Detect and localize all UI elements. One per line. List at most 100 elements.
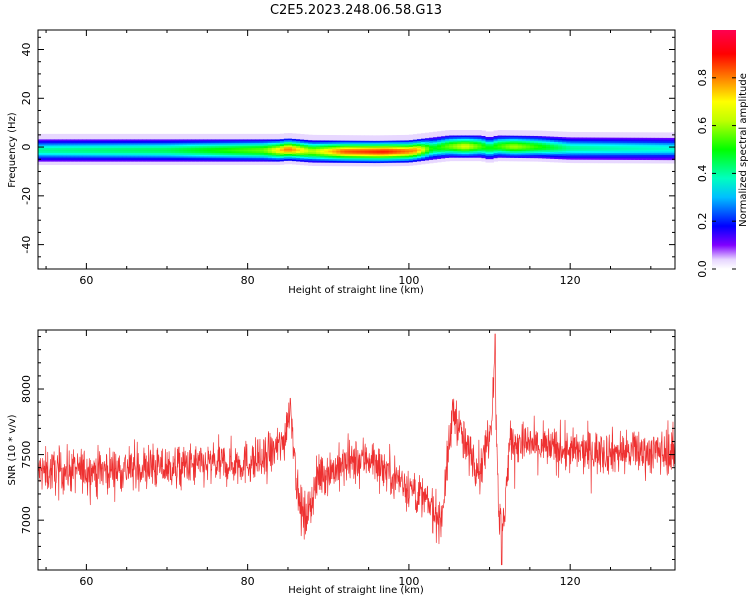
heatmap-cell (150, 156, 156, 159)
heatmap-cell (203, 140, 208, 143)
heatmap-cell (328, 143, 333, 146)
heatmap-cell (94, 161, 99, 164)
heatmap-cell (441, 130, 446, 133)
heatmap-cell (207, 154, 212, 157)
heatmap-cell (537, 145, 543, 149)
heatmap-cell (554, 143, 559, 146)
heatmap-cell (150, 157, 156, 160)
heatmap-cell (408, 153, 414, 156)
heatmap-cell (477, 141, 482, 145)
heatmap-cell (654, 161, 660, 164)
heatmap-cell (582, 145, 587, 148)
heatmap-cell (364, 148, 369, 152)
heatmap-cell (525, 138, 531, 141)
heatmap-cell (493, 154, 499, 157)
heatmap-cell (570, 142, 575, 145)
heatmap-cell (82, 142, 87, 145)
heatmap-cell (666, 156, 672, 159)
heatmap-cell (296, 152, 301, 155)
heatmap-cell (175, 135, 180, 138)
heatmap-cell (598, 132, 603, 135)
heatmap-cell (437, 139, 442, 142)
heatmap-cell (187, 162, 192, 166)
heatmap-cell (654, 154, 660, 157)
heatmap-cell (594, 159, 599, 162)
heatmap-cell (179, 137, 184, 140)
heatmap-cell (78, 159, 83, 162)
heatmap-cell (251, 140, 257, 143)
heatmap-cell (368, 140, 374, 143)
heatmap-cell (586, 140, 591, 143)
heatmap-cell (505, 145, 511, 148)
heatmap-cell (421, 157, 426, 160)
heatmap-cell (465, 138, 470, 141)
heatmap-cell (271, 144, 277, 147)
heatmap-cell (231, 135, 236, 138)
heatmap-cell (473, 131, 478, 134)
heatmap-cell (614, 142, 619, 145)
heatmap-cell (457, 150, 462, 153)
heatmap-cell (461, 136, 466, 139)
heatmap-cell (219, 133, 224, 136)
heatmap-cell (231, 150, 236, 154)
heatmap-cell (594, 135, 599, 138)
heatmap-cell (300, 139, 305, 142)
heatmap-cell (227, 147, 232, 150)
heatmap-cell (203, 152, 208, 155)
heatmap-cell (453, 129, 458, 133)
heatmap-cell (247, 154, 253, 157)
heatmap-cell (618, 135, 623, 138)
heatmap-cell (267, 135, 273, 138)
heatmap-cell (421, 133, 426, 136)
heatmap-cell (380, 147, 386, 150)
heatmap-cell (614, 149, 619, 152)
heatmap-cell (368, 154, 374, 157)
heatmap-cell (167, 145, 172, 148)
heatmap-cell (513, 147, 519, 150)
heatmap-cell (336, 148, 341, 151)
heatmap-cell (509, 152, 515, 155)
heatmap-cell (364, 140, 369, 143)
heatmap-cell (58, 147, 63, 150)
heatmap-cell (263, 152, 269, 155)
heatmap-cell (300, 135, 305, 138)
heatmap-cell (291, 160, 297, 163)
snr-x-tick-label: 100 (398, 575, 419, 588)
heatmap-cell (622, 147, 628, 150)
heatmap-cell (304, 137, 309, 140)
heatmap-cell (50, 137, 55, 140)
heatmap-cell (634, 159, 640, 162)
heatmap-cell (425, 139, 430, 142)
heatmap-cell (650, 134, 656, 137)
heatmap-cell (384, 148, 390, 151)
heatmap-cell (457, 159, 462, 162)
heatmap-cell (634, 157, 640, 160)
heatmap-cell (82, 149, 87, 152)
heatmap-cell (400, 158, 406, 161)
heatmap-cell (195, 142, 200, 145)
heatmap-cell (421, 143, 426, 146)
heatmap-cell (46, 139, 51, 142)
heatmap-cell (86, 161, 91, 164)
heatmap-cell (662, 149, 668, 152)
heatmap-cell (497, 141, 503, 145)
heatmap-cell (332, 145, 337, 148)
heatmap-cell (453, 136, 458, 139)
heatmap-cell (578, 133, 583, 136)
heatmap-cell (356, 159, 361, 162)
heatmap-cell (138, 140, 144, 143)
heatmap-cell (517, 137, 523, 140)
heatmap-cell (54, 152, 59, 155)
heatmap-cell (162, 152, 168, 155)
heatmap-cell (646, 134, 652, 137)
heatmap-cell (429, 140, 434, 143)
heatmap-cell (602, 156, 607, 159)
heatmap-cell (239, 142, 245, 145)
heatmap-cell (162, 159, 168, 162)
heatmap-cell (421, 139, 426, 143)
heatmap-cell (171, 154, 176, 157)
heatmap-cell (481, 133, 486, 136)
heatmap-cell (465, 153, 470, 156)
heatmap-cell (384, 145, 390, 148)
heatmap-cell (360, 148, 365, 152)
